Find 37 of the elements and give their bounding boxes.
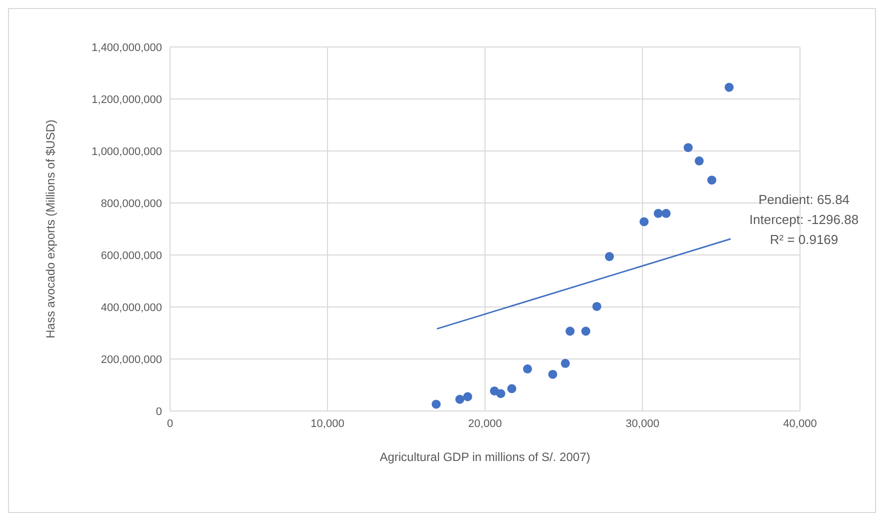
point	[694, 156, 704, 166]
point	[684, 143, 693, 152]
y-tick-label: 200,000,000	[100, 354, 162, 366]
annotation: R² = 0.9169	[770, 232, 838, 247]
x-tick-label: 40,000	[783, 418, 817, 430]
point	[640, 217, 649, 226]
point	[604, 252, 614, 262]
point	[724, 82, 734, 92]
point	[581, 326, 590, 336]
y-tick-label: 0	[156, 406, 162, 418]
y-tick-label: 400,000,000	[100, 302, 162, 314]
point	[707, 176, 716, 185]
point	[507, 384, 516, 394]
point	[548, 370, 558, 379]
y-tick-label: 800,000,000	[100, 198, 162, 210]
point	[592, 302, 602, 311]
x-tick-label: 30,000	[626, 418, 660, 430]
point	[496, 389, 506, 398]
point	[560, 358, 570, 368]
point	[432, 400, 441, 409]
x-tick-label: 0	[166, 418, 174, 430]
annotation: Pendient: 65.84	[758, 192, 850, 207]
y-tick-label: 1,000,000,000	[92, 146, 162, 158]
x-tick-label: 20,000	[468, 418, 502, 430]
y-tick-label: 600,000,000	[100, 250, 162, 262]
point	[463, 392, 472, 402]
y-tick-label: 1,400,000,000	[92, 42, 162, 54]
point	[566, 326, 575, 336]
point	[662, 208, 671, 218]
annotation: Intercept: -1296.88	[749, 212, 859, 227]
x-axis-title: Agricultural GDP in millions of S/. 2007)	[380, 450, 590, 464]
y-axis-title: Hass avocado exports (Millions of $USD)	[43, 120, 58, 338]
point	[523, 364, 532, 374]
point	[654, 208, 663, 218]
x-tick-label: 10,000	[310, 418, 344, 430]
point	[455, 394, 464, 404]
y-tick-label: 1,200,000,000	[92, 94, 162, 106]
